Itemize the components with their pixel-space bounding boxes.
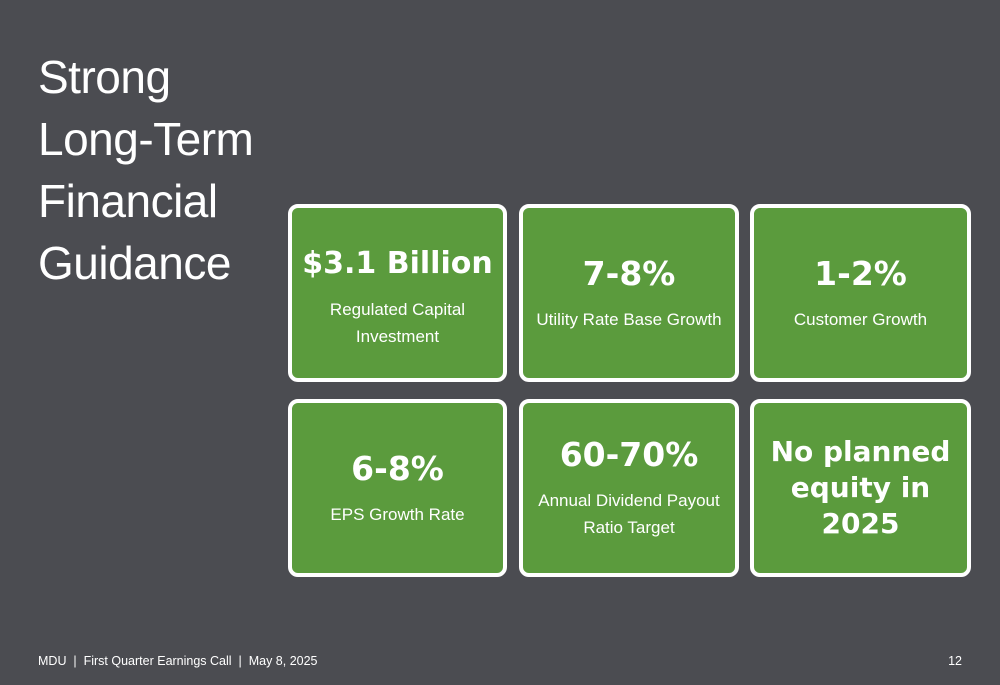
card-value: 7-8%: [582, 253, 676, 293]
card-label: Annual Dividend Payout Ratio Target: [538, 491, 720, 537]
card-value: 60-70%: [559, 435, 699, 474]
card-value: No planned equity in 2025: [770, 435, 951, 540]
card-value: $3.1 Billion: [302, 246, 493, 281]
card-label: EPS Growth Rate: [330, 504, 465, 524]
card-eps-growth: 6-8% EPS Growth Rate: [288, 399, 507, 577]
card-customer-growth: 1-2% Customer Growth: [750, 204, 971, 382]
card-rate-base-growth: 7-8% Utility Rate Base Growth: [519, 204, 739, 382]
card-equity-statement: No planned equity in 2025: [750, 399, 971, 577]
page-number: 12: [948, 654, 962, 668]
card-capital-investment: $3.1 Billion Regulated Capital Investmen…: [288, 204, 507, 382]
card-label: Utility Rate Base Growth: [536, 309, 722, 329]
card-dividend-payout: 60-70% Annual Dividend Payout Ratio Targ…: [519, 399, 739, 577]
footer-text: MDU | First Quarter Earnings Call | May …: [38, 654, 318, 668]
card-label: Customer Growth: [793, 309, 928, 329]
title-line: Strong: [38, 51, 171, 103]
title-line: Guidance: [38, 237, 231, 289]
title-line: Financial: [38, 175, 218, 227]
card-value: 6-8%: [351, 448, 444, 488]
card-label: Regulated Capital Investment: [329, 300, 466, 346]
title-line: Long-Term: [38, 113, 254, 165]
card-value: 1-2%: [814, 253, 907, 293]
slide-title: Strong Long-Term Financial Guidance: [38, 46, 298, 294]
